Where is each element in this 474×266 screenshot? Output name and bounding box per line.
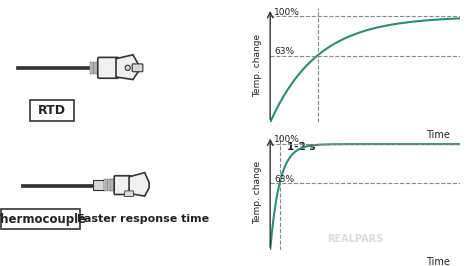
FancyBboxPatch shape: [104, 179, 106, 191]
Text: 1-2 s: 1-2 s: [287, 143, 315, 152]
FancyBboxPatch shape: [95, 62, 97, 74]
FancyBboxPatch shape: [107, 179, 109, 191]
Text: Thermocouple: Thermocouple: [0, 213, 88, 226]
FancyBboxPatch shape: [1, 209, 80, 230]
Circle shape: [125, 65, 130, 70]
FancyBboxPatch shape: [109, 179, 111, 191]
FancyBboxPatch shape: [93, 180, 104, 190]
FancyBboxPatch shape: [103, 62, 105, 74]
FancyBboxPatch shape: [111, 179, 113, 191]
FancyBboxPatch shape: [125, 191, 134, 197]
Polygon shape: [129, 173, 149, 196]
FancyBboxPatch shape: [114, 179, 116, 191]
FancyBboxPatch shape: [21, 184, 94, 187]
Text: 63%: 63%: [274, 47, 294, 56]
Text: REALPARS: REALPARS: [328, 234, 383, 244]
FancyBboxPatch shape: [98, 57, 118, 78]
FancyBboxPatch shape: [90, 62, 92, 74]
Text: Temp. change: Temp. change: [253, 34, 262, 97]
FancyBboxPatch shape: [100, 62, 102, 74]
Text: Time: Time: [427, 257, 450, 266]
Polygon shape: [116, 55, 138, 80]
FancyBboxPatch shape: [114, 176, 131, 194]
Text: 100%: 100%: [274, 135, 300, 144]
FancyBboxPatch shape: [98, 62, 100, 74]
FancyBboxPatch shape: [132, 64, 143, 72]
Text: Time: Time: [427, 130, 450, 140]
Text: 100%: 100%: [274, 8, 300, 17]
FancyBboxPatch shape: [92, 62, 94, 74]
Text: RTD: RTD: [38, 104, 66, 117]
Text: 63%: 63%: [274, 174, 294, 184]
Text: Faster response time: Faster response time: [77, 214, 210, 224]
Text: Temp. change: Temp. change: [253, 161, 262, 225]
FancyBboxPatch shape: [16, 66, 89, 69]
FancyBboxPatch shape: [30, 100, 74, 121]
